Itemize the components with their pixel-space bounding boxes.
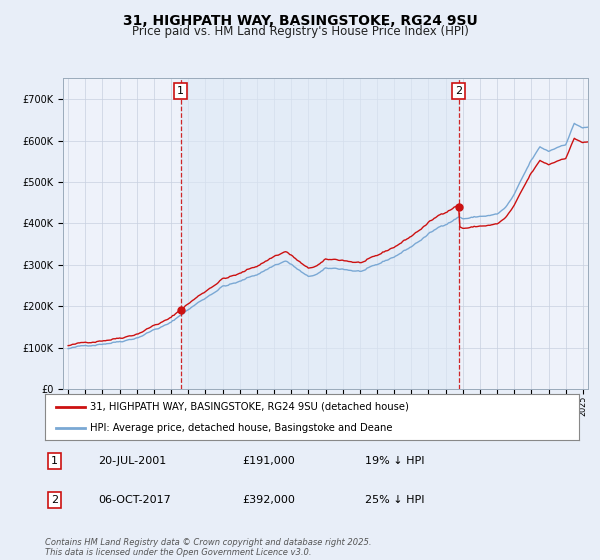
- Text: 31, HIGHPATH WAY, BASINGSTOKE, RG24 9SU (detached house): 31, HIGHPATH WAY, BASINGSTOKE, RG24 9SU …: [91, 402, 409, 412]
- Text: 06-OCT-2017: 06-OCT-2017: [98, 495, 171, 505]
- Text: 25% ↓ HPI: 25% ↓ HPI: [365, 495, 425, 505]
- Bar: [181, 78, 458, 389]
- Text: 1: 1: [177, 86, 184, 96]
- Text: 20-JUL-2001: 20-JUL-2001: [98, 456, 167, 466]
- Text: 19% ↓ HPI: 19% ↓ HPI: [365, 456, 425, 466]
- Text: HPI: Average price, detached house, Basingstoke and Deane: HPI: Average price, detached house, Basi…: [91, 423, 393, 433]
- Text: Contains HM Land Registry data © Crown copyright and database right 2025.
This d: Contains HM Land Registry data © Crown c…: [45, 538, 371, 557]
- Text: £191,000: £191,000: [242, 456, 295, 466]
- Text: 2: 2: [455, 86, 462, 96]
- Text: £392,000: £392,000: [242, 495, 295, 505]
- Text: 2: 2: [51, 495, 58, 505]
- Text: Price paid vs. HM Land Registry's House Price Index (HPI): Price paid vs. HM Land Registry's House …: [131, 25, 469, 38]
- Text: 31, HIGHPATH WAY, BASINGSTOKE, RG24 9SU: 31, HIGHPATH WAY, BASINGSTOKE, RG24 9SU: [122, 14, 478, 28]
- Text: 1: 1: [51, 456, 58, 466]
